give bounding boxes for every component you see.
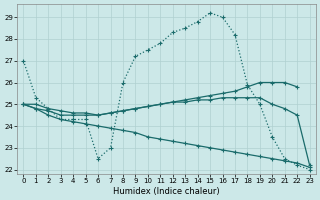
- X-axis label: Humidex (Indice chaleur): Humidex (Indice chaleur): [113, 187, 220, 196]
